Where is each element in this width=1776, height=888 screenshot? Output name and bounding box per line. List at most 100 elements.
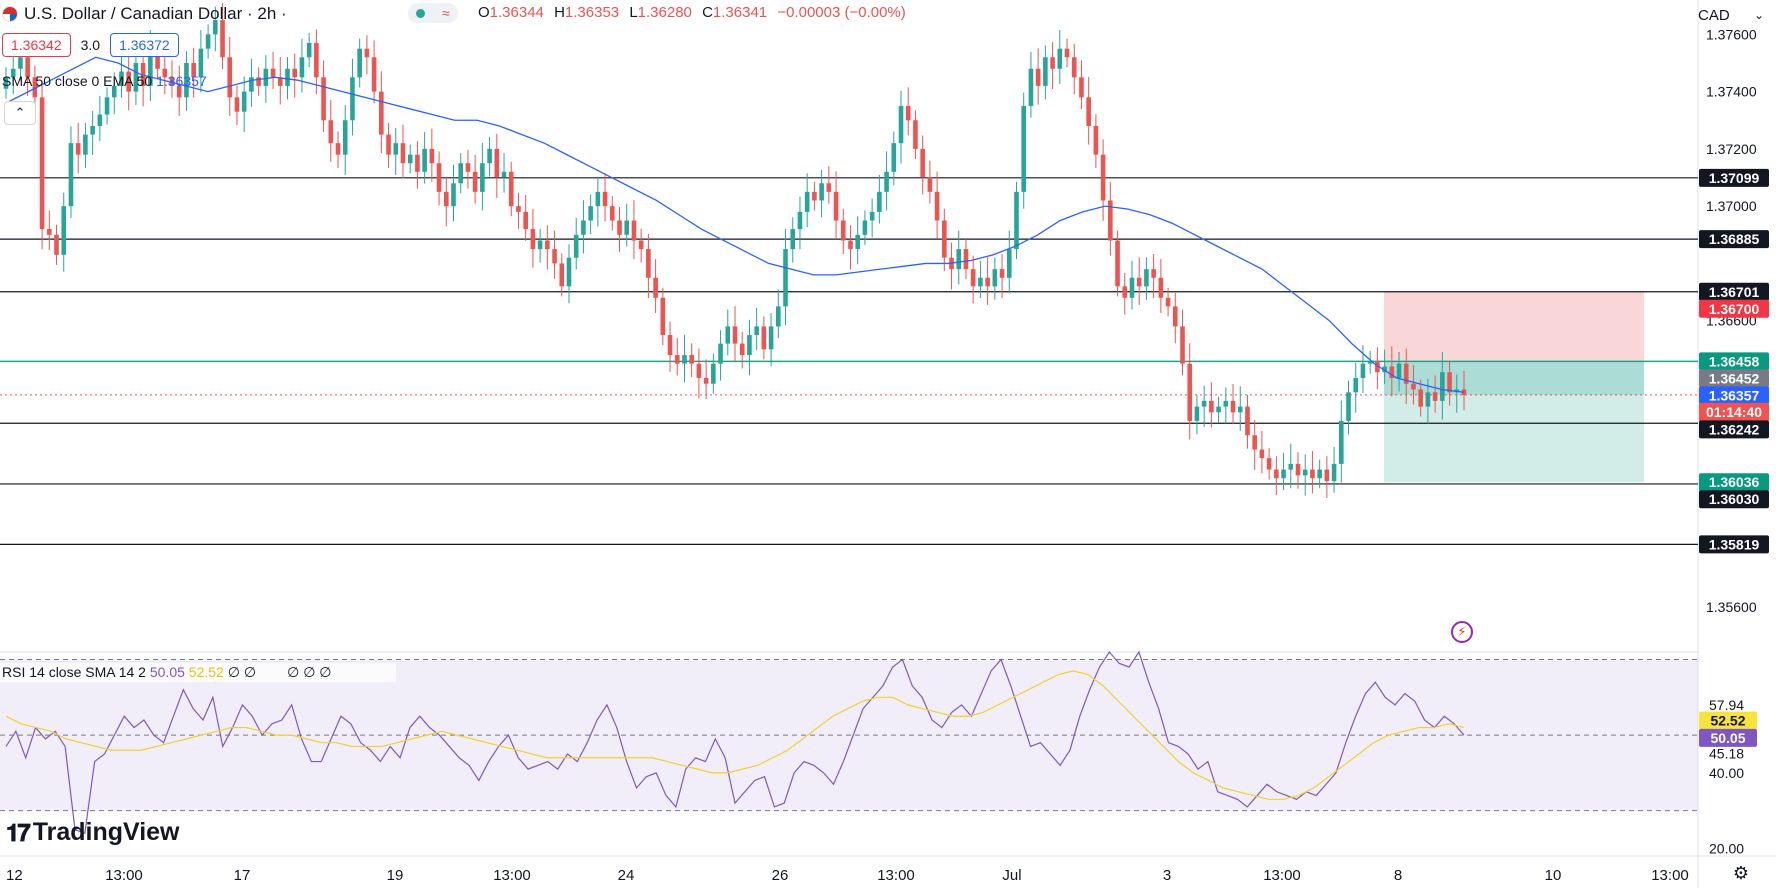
candle-body <box>25 57 30 78</box>
candle-body <box>39 97 45 230</box>
open-value: 1.36344 <box>489 4 544 21</box>
candle-body <box>494 148 500 178</box>
candle <box>47 210 52 250</box>
candle-body <box>970 269 976 287</box>
candle <box>545 225 550 270</box>
candle <box>386 122 391 169</box>
candle-body <box>848 240 853 250</box>
price-label-level: 1.37099 <box>1699 168 1769 187</box>
stop-loss-zone <box>1384 292 1644 362</box>
candle-body <box>379 91 384 135</box>
candle-body <box>869 211 875 221</box>
candle-body <box>1403 363 1409 384</box>
tradingview-logo[interactable]: 𝟏𝟕 TradingView <box>6 818 180 847</box>
candle-body <box>429 148 435 164</box>
candle-body <box>1295 463 1301 476</box>
candle <box>306 32 312 68</box>
candle <box>126 51 132 111</box>
tradingview-wordmark: TradingView <box>32 818 180 846</box>
candle <box>68 126 74 218</box>
rsi-legend[interactable]: RSI 14 close SMA 14 2 50.05 52.52 ∅ ∅ ∅ … <box>0 663 396 682</box>
candle <box>617 207 622 252</box>
candle-body <box>1201 400 1207 407</box>
time-tick-label: 3 <box>1163 867 1171 884</box>
candle <box>1165 287 1171 317</box>
candle-body <box>927 177 933 192</box>
candle-body <box>1006 249 1012 278</box>
gear-icon[interactable]: ⚙ <box>1732 863 1750 883</box>
candle <box>321 60 326 133</box>
candle-body <box>357 48 362 78</box>
candle-body <box>797 211 803 230</box>
candle <box>1216 396 1221 423</box>
candle-body <box>1216 406 1221 413</box>
candle <box>761 316 767 360</box>
candle-body <box>602 191 608 207</box>
candle-body <box>83 134 88 155</box>
candle-body <box>111 85 117 98</box>
candle <box>588 194 593 234</box>
candle <box>249 58 254 107</box>
candle <box>1172 292 1178 344</box>
close-value: 1.36341 <box>712 4 768 21</box>
candle-body <box>1288 463 1294 470</box>
buy-button[interactable]: 1.36372 <box>110 33 179 57</box>
candle-body <box>732 326 738 344</box>
candle <box>1353 362 1359 413</box>
candle-body <box>205 34 211 49</box>
candle-body <box>321 77 326 121</box>
candle <box>783 228 788 325</box>
candle <box>689 343 694 378</box>
candle <box>1245 394 1250 449</box>
currency-selector[interactable]: CAD ⌄ <box>1698 3 1770 27</box>
candle-body <box>530 229 536 250</box>
candle-body <box>609 206 615 221</box>
lightning-icon[interactable]: ⚡ <box>1451 621 1473 643</box>
candle-body <box>999 269 1005 278</box>
price-label-bg <box>1699 490 1769 509</box>
candle <box>942 208 947 272</box>
candle <box>1014 181 1019 260</box>
symbol-title[interactable]: U.S. Dollar / Canadian Dollar · 2h · <box>24 4 287 23</box>
candle <box>891 131 897 186</box>
price-label-text: 1.36701 <box>1709 284 1760 300</box>
candle <box>552 230 557 279</box>
candle <box>1187 343 1193 440</box>
candle-body <box>1144 269 1149 287</box>
candle-body <box>299 57 305 78</box>
candle <box>1396 351 1402 392</box>
candle-body <box>270 68 276 78</box>
market-status-pill[interactable]: ≈ <box>408 3 458 23</box>
candle-body <box>364 48 370 58</box>
sell-button[interactable]: 1.36342 <box>2 33 71 57</box>
candle-body <box>1230 400 1236 413</box>
price-label-level: 1.36030 <box>1699 490 1769 509</box>
candle <box>559 253 565 297</box>
candle <box>537 228 543 263</box>
candle <box>350 58 355 136</box>
candle-body <box>703 377 709 384</box>
take-profit-zone <box>1384 361 1644 483</box>
candle <box>732 306 738 363</box>
candle-body <box>1375 360 1380 373</box>
candle-body <box>942 220 947 258</box>
candle <box>270 51 276 90</box>
candle-body <box>451 183 456 207</box>
candle-body <box>75 143 81 155</box>
ema-legend[interactable]: SMA 50 close 0 EMA 50 1.36357 <box>2 73 207 89</box>
candle-body <box>1324 469 1330 482</box>
collapse-legend-button[interactable]: ⌃ <box>4 101 36 125</box>
candle-body <box>920 148 925 178</box>
candle-body <box>877 191 882 212</box>
candle <box>711 353 716 394</box>
time-tick-label: 10 <box>1545 867 1562 884</box>
candle <box>1136 257 1142 305</box>
rsi-label-rsi: 50.05 <box>1699 728 1757 747</box>
spread-value: 3.0 <box>80 37 101 53</box>
candle-body <box>1180 326 1185 364</box>
candle <box>1382 349 1387 384</box>
candle <box>422 132 427 184</box>
symbol-header[interactable]: U.S. Dollar / Canadian Dollar · 2h · <box>0 2 287 26</box>
